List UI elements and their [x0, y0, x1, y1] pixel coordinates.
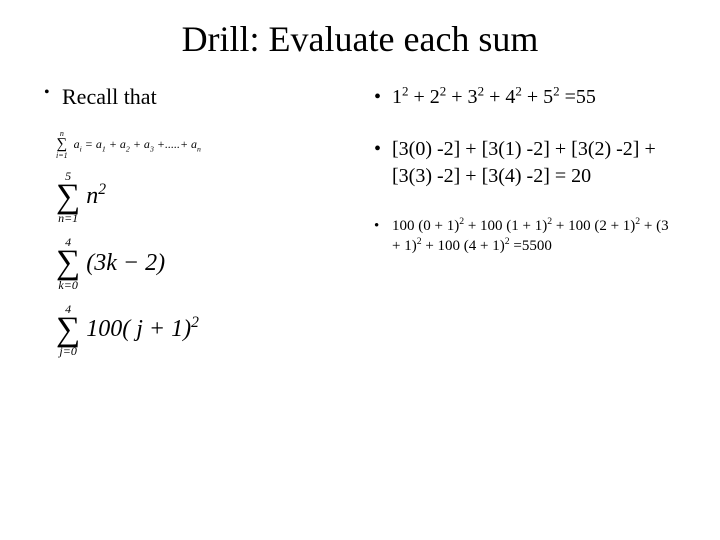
answer-1: 12 + 22 + 32 + 42 + 52 =55	[370, 84, 680, 110]
sigma2-body: n2	[86, 183, 106, 210]
answer-2: [3(0) -2] + [3(1) -2] + [3(2) -2] + [3(3…	[370, 136, 680, 190]
sigma-n-squared: 5 ∑ n=1 n2	[56, 170, 350, 225]
recall-text: Recall that	[62, 84, 157, 109]
sigma-symbol-2: 5 ∑ n=1	[56, 170, 80, 225]
right-column: 12 + 22 + 32 + 42 + 52 =55 [3(0) -2] + […	[370, 84, 680, 357]
sigma2-bottom: n=1	[58, 212, 78, 224]
sigma3-body: (3k − 2)	[86, 250, 165, 277]
sigma-glyph: ∑	[56, 248, 80, 279]
formula-stack: n ∑ i=1 ai = a1 + a2 + a3 +.....+ an 5 ∑…	[40, 130, 350, 357]
content-columns: Recall that n ∑ i=1 ai = a1 + a2 + a3 +.…	[40, 84, 680, 357]
sigma1-bottom: i=1	[56, 152, 68, 160]
sigma4-body: 100( j + 1)2	[86, 316, 199, 343]
sigma-3k-minus-2: 4 ∑ k=0 (3k − 2)	[56, 236, 350, 291]
sigma-symbol-3: 4 ∑ k=0	[56, 236, 80, 291]
slide-title: Drill: Evaluate each sum	[40, 18, 680, 60]
sigma-glyph: ∑	[56, 315, 80, 346]
sigma-symbol-1: n ∑ i=1	[56, 130, 68, 160]
left-column: Recall that n ∑ i=1 ai = a1 + a2 + a3 +.…	[40, 84, 350, 357]
sigma4-bottom: j=0	[59, 345, 76, 357]
sigma-symbol-4: 4 ∑ j=0	[56, 303, 80, 358]
sigma3-bottom: k=0	[58, 279, 77, 291]
answer-3: 100 (0 + 1)2 + 100 (1 + 1)2 + 100 (2 + 1…	[370, 216, 680, 257]
sigma-glyph: ∑	[56, 182, 80, 213]
sigma-100-j-plus-1-sq: 4 ∑ j=0 100( j + 1)2	[56, 303, 350, 358]
sigma-glyph: ∑	[56, 138, 67, 152]
sigma-definition: n ∑ i=1 ai = a1 + a2 + a3 +.....+ an	[56, 130, 350, 160]
sigma1-body: ai = a1 + a2 + a3 +.....+ an	[74, 137, 201, 152]
recall-bullet: Recall that	[40, 84, 350, 110]
